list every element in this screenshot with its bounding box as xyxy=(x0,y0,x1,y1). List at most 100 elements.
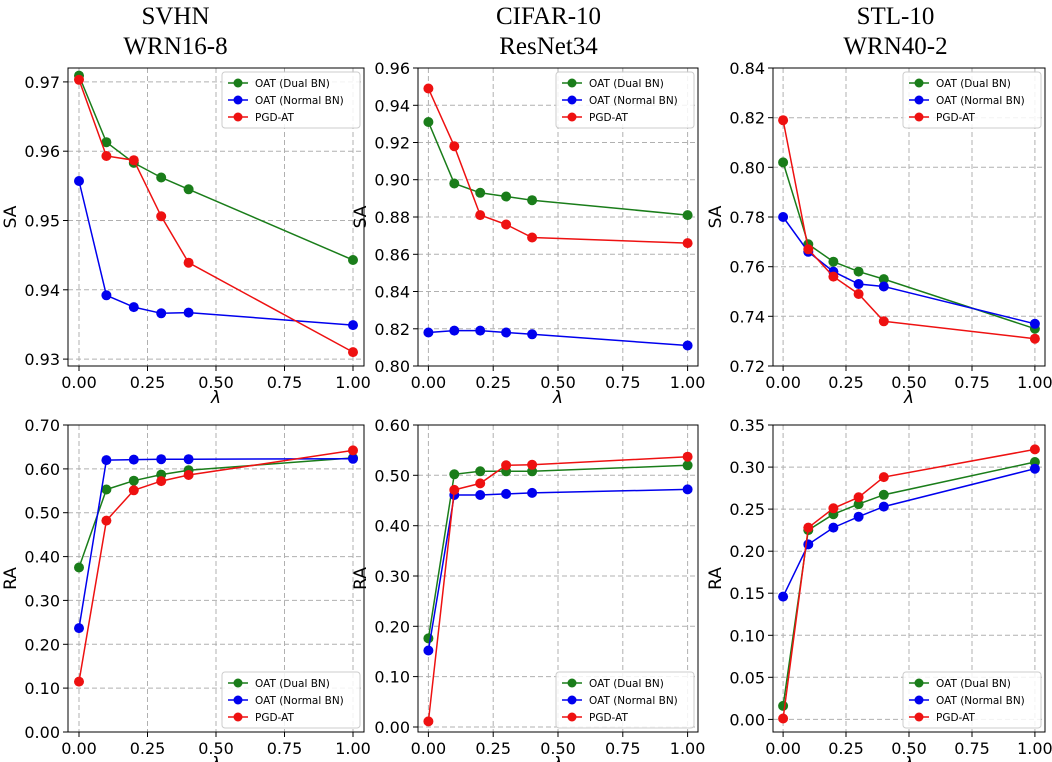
legend-label: OAT (Normal BN) xyxy=(589,695,678,707)
model-title: WRN40-2 xyxy=(843,33,948,60)
legend: OAT (Dual BN) OAT (Normal BN) PGD-AT xyxy=(902,71,1042,129)
x-tick-label: 0.00 xyxy=(411,373,447,392)
y-tick-label: 0.72 xyxy=(729,357,765,376)
column-title-svhn: SVHN WRN16-8 xyxy=(0,2,351,62)
data-point-oat_dual xyxy=(183,184,194,195)
data-point-oat_normal xyxy=(101,455,112,466)
legend-box xyxy=(555,671,695,729)
x-tick-label: 0.50 xyxy=(198,373,234,392)
y-tick-label: 0.30 xyxy=(729,458,765,477)
x-tick-label: 0.25 xyxy=(828,373,864,392)
series-line-pgd xyxy=(427,88,688,244)
legend-label: OAT (Normal BN) xyxy=(589,95,678,107)
model-title: WRN16-8 xyxy=(123,33,228,60)
x-axis-label: λ xyxy=(552,754,563,762)
data-point-oat_normal xyxy=(878,501,889,512)
x-tick-label: 0.75 xyxy=(605,373,641,392)
y-tick-label: 0.00 xyxy=(24,723,60,742)
legend-swatch-marker xyxy=(233,678,243,688)
legend-label: OAT (Normal BN) xyxy=(255,95,344,107)
data-point-pgd xyxy=(778,713,789,724)
data-point-oat_normal xyxy=(348,320,358,331)
legend-label: OAT (Dual BN) xyxy=(589,78,664,90)
x-tick-label: 0.00 xyxy=(61,373,97,392)
x-tick-label: 1.00 xyxy=(670,373,706,392)
data-point-oat_normal xyxy=(128,454,139,465)
legend-label: OAT (Dual BN) xyxy=(255,678,330,690)
data-point-oat_dual xyxy=(682,210,693,221)
x-axis-label: λ xyxy=(552,388,563,408)
series-line-oat_normal xyxy=(427,488,688,651)
y-tick-label: 0.40 xyxy=(374,517,410,536)
series-line-oat_normal xyxy=(78,180,354,326)
data-point-oat_normal xyxy=(778,591,789,602)
legend: OAT (Dual BN) OAT (Normal BN) PGD-AT xyxy=(555,71,695,129)
y-tick-label: 0.84 xyxy=(729,59,765,78)
data-point-pgd xyxy=(423,83,434,94)
legend-swatch-marker xyxy=(914,112,924,122)
chart-stl-sa: 0.00 0.25 0.50 0.75 1.00 0.72 0.74 0.76 0.78 0.80… xyxy=(706,59,1052,408)
data-point-oat_normal xyxy=(828,522,839,533)
legend-label: PGD-AT xyxy=(589,112,628,124)
x-tick-label: 0.25 xyxy=(828,739,864,758)
data-point-pgd xyxy=(348,347,358,358)
legend: OAT (Dual BN) OAT (Normal BN) PGD-AT xyxy=(221,671,361,729)
y-tick-label: 0.92 xyxy=(374,134,410,153)
y-tick-label: 0.35 xyxy=(729,416,765,435)
data-point-oat_normal xyxy=(1029,318,1040,329)
data-point-pgd xyxy=(74,676,84,687)
data-point-oat_normal xyxy=(682,340,693,351)
legend: OAT (Dual BN) OAT (Normal BN) PGD-AT xyxy=(555,671,695,729)
y-tick-label: 0.88 xyxy=(374,208,410,227)
data-point-oat_normal xyxy=(348,453,358,464)
y-tick-label: 0.94 xyxy=(374,96,410,115)
x-tick-label: 0.50 xyxy=(891,739,927,758)
legend-swatch-marker xyxy=(233,712,243,722)
x-tick-label: 0.25 xyxy=(130,373,166,392)
data-point-oat_dual xyxy=(778,157,789,168)
y-tick-label: 0.50 xyxy=(374,466,410,485)
y-tick-label: 0.93 xyxy=(24,350,60,369)
data-point-oat_normal xyxy=(682,484,693,495)
data-point-pgd xyxy=(128,485,139,496)
y-tick-label: 0.15 xyxy=(729,584,765,603)
y-tick-label: 0.96 xyxy=(374,59,410,78)
legend-label: OAT (Dual BN) xyxy=(936,78,1011,90)
data-point-oat_normal xyxy=(778,212,789,222)
legend-box xyxy=(902,671,1042,729)
chart-svhn-sa: 0.00 0.25 0.50 0.75 1.00 0.93 0.94 0.95 0.96 0.97… xyxy=(1,67,371,408)
x-tick-label: 0.75 xyxy=(267,373,303,392)
y-axis-label: RA xyxy=(1,567,21,590)
series-line-oat_normal xyxy=(782,216,1036,325)
y-tick-label: 0.97 xyxy=(24,73,60,92)
data-point-pgd xyxy=(128,155,139,166)
legend-label: OAT (Dual BN) xyxy=(589,678,664,690)
data-point-oat_normal xyxy=(156,454,167,465)
data-point-pgd xyxy=(878,472,889,483)
dataset-title: CIFAR-10 xyxy=(495,3,602,30)
y-tick-label: 0.20 xyxy=(374,617,410,636)
y-axis-label: SA xyxy=(706,205,726,228)
x-tick-label: 1.00 xyxy=(335,373,371,392)
dataset-title: STL-10 xyxy=(856,3,935,30)
data-point-oat_normal xyxy=(449,325,460,336)
x-axis-label: λ xyxy=(210,754,221,762)
data-point-pgd xyxy=(682,238,693,249)
y-tick-label: 0.84 xyxy=(374,283,410,302)
y-axis-label: RA xyxy=(351,567,371,590)
y-tick-label: 0.40 xyxy=(24,548,60,567)
y-tick-label: 0.82 xyxy=(374,320,410,339)
legend-box xyxy=(555,71,695,129)
y-tick-label: 0.20 xyxy=(24,635,60,654)
legend: OAT (Dual BN) OAT (Normal BN) PGD-AT xyxy=(902,671,1042,729)
y-axis-label: RA xyxy=(706,567,726,590)
data-point-oat_dual xyxy=(449,469,460,480)
data-point-pgd xyxy=(828,271,839,282)
series-line-pgd xyxy=(782,120,1035,340)
legend-label: OAT (Normal BN) xyxy=(255,695,344,707)
legend-box xyxy=(221,71,361,129)
data-point-oat_dual xyxy=(348,255,358,265)
y-tick-label: 0.50 xyxy=(24,504,60,523)
data-point-oat_normal xyxy=(183,454,194,465)
